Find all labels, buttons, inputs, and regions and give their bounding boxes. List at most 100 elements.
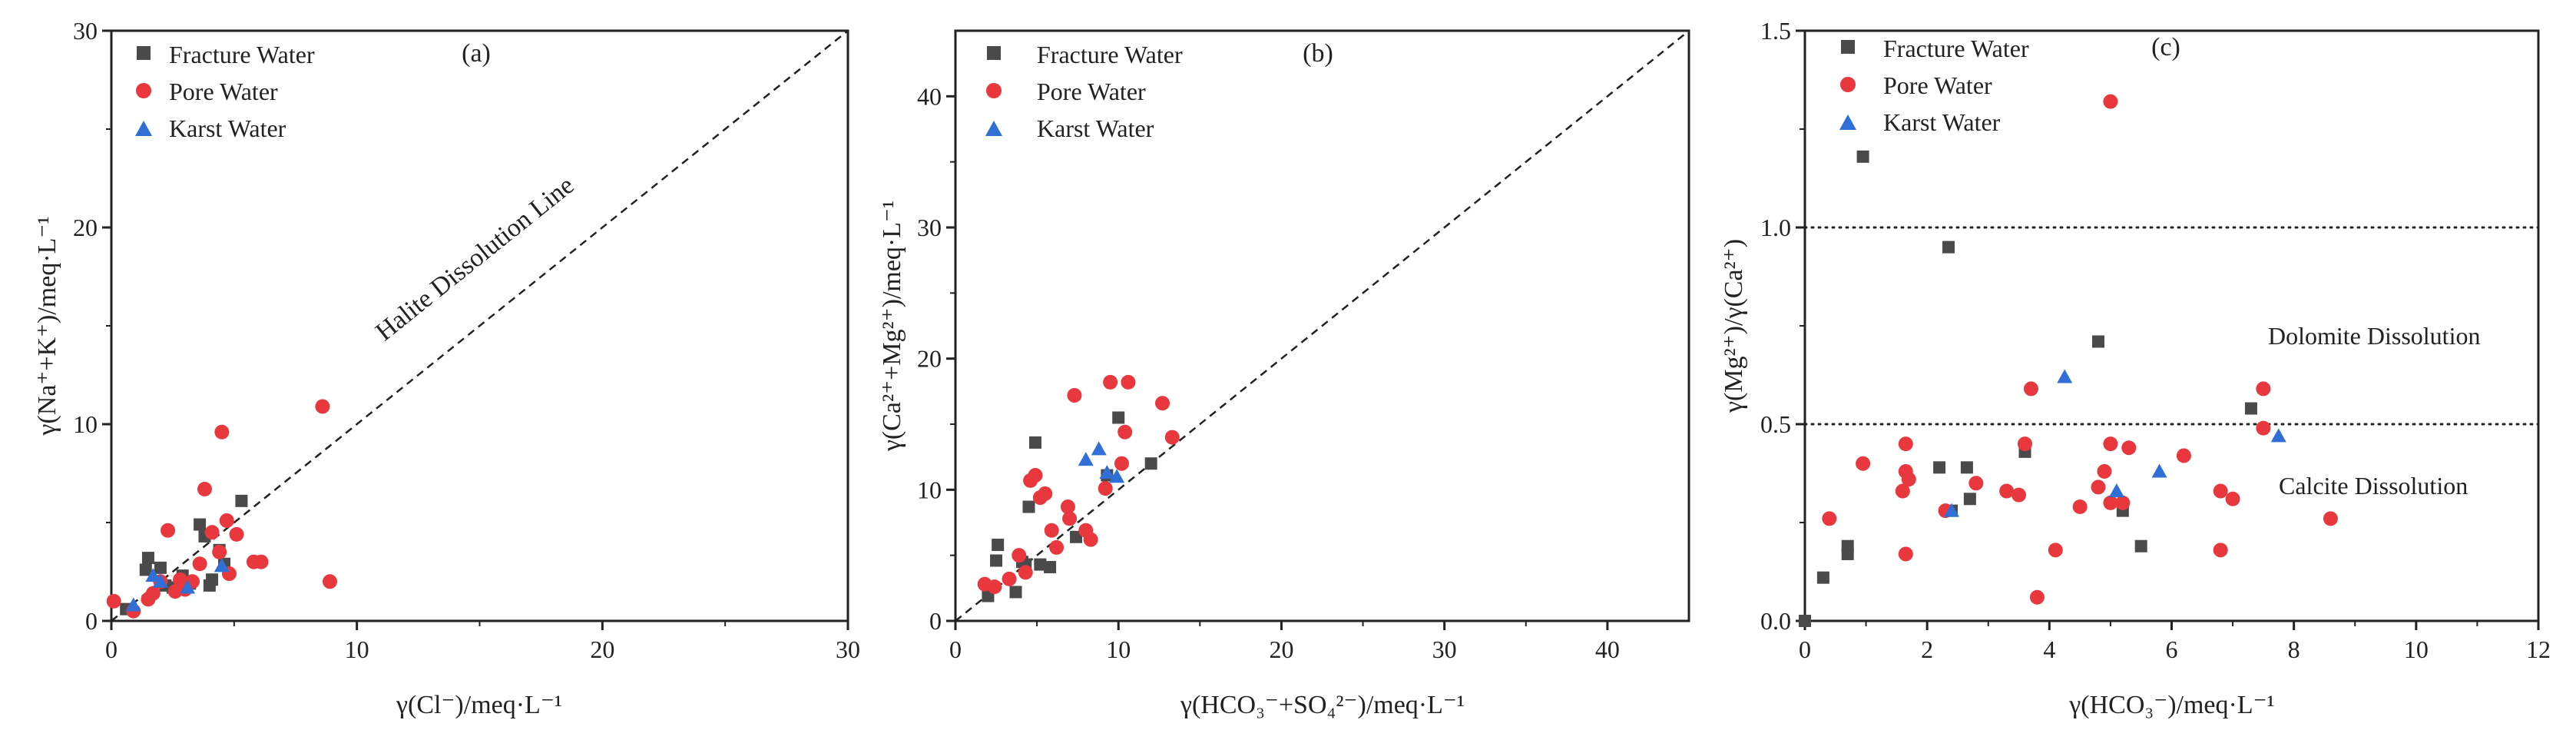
fracture-water-point xyxy=(1960,461,1973,474)
pore-water-point xyxy=(2256,381,2271,397)
karst-water-point xyxy=(1109,469,1125,483)
panel-a-reference-lines xyxy=(111,30,849,622)
pore-water-point xyxy=(1114,456,1129,471)
panel-c-label: (c) xyxy=(2151,33,2180,61)
pore-water-point xyxy=(2213,543,2228,558)
pore-water-point xyxy=(2115,495,2131,510)
pore-water-point xyxy=(2103,436,2118,452)
panel-b-reference-lines xyxy=(955,30,1690,622)
karst-water-point xyxy=(2057,369,2073,383)
panel-c: 0 2 4 6 8 10 12 0.0 0.5 1.0 1.5 Dolomite Dissoluti… xyxy=(1720,17,2551,719)
panel-b-y-axis-title: γ(Ca²⁺+Mg²⁺)/meq·L⁻¹ xyxy=(878,201,906,452)
karst-water-point xyxy=(1944,503,1959,517)
x-tick-label: 10 xyxy=(2404,636,2429,663)
pore-water-point xyxy=(2103,495,2118,510)
pore-water-point xyxy=(219,513,234,528)
pore-water-point xyxy=(204,525,220,540)
pore-water-point xyxy=(1121,374,1136,390)
y-tick-label: 1.0 xyxy=(1760,214,1791,241)
pore-water-point xyxy=(192,556,207,572)
pore-water-point xyxy=(2256,420,2271,436)
panel-a-diagonal-label: Halite Dissolution Line xyxy=(370,171,579,347)
legend-fracture-marker xyxy=(137,46,151,60)
panel-c-legend: Fracture Water Pore Water Karst Water xyxy=(1839,35,2029,136)
karst-water-point xyxy=(145,568,161,582)
pore-water-point xyxy=(2121,440,2137,456)
pore-water-point xyxy=(212,544,227,559)
panel-b-label: (b) xyxy=(1303,39,1333,68)
panel-a-x-axis-title: γ(Cl⁻)/meq·L⁻¹ xyxy=(396,691,562,719)
pore-water-point xyxy=(1898,546,1913,562)
y-tick-label: 10 xyxy=(917,476,942,503)
fracture-water-point xyxy=(1028,436,1041,449)
pore-water-point xyxy=(1901,472,1916,487)
fracture-water-point xyxy=(1841,539,1854,553)
y-tick-label: 10 xyxy=(73,410,98,438)
x-tick-label: 40 xyxy=(1595,636,1620,663)
pore-water-point xyxy=(1856,456,1871,471)
legend-fracture-marker xyxy=(1841,40,1855,54)
fracture-water-point xyxy=(141,552,154,565)
legend-fracture-label: Fracture Water xyxy=(1037,41,1183,68)
legend-pore-label: Pore Water xyxy=(1037,78,1146,105)
legend-karst-marker xyxy=(135,121,152,136)
fracture-water-point xyxy=(206,573,219,586)
fracture-water-point xyxy=(992,539,1005,552)
karst-water-point xyxy=(152,573,168,588)
pore-water-point xyxy=(1049,539,1065,555)
y-tick-label: 20 xyxy=(73,214,98,241)
legend-karst-marker xyxy=(1839,114,1856,130)
x-tick-label: 8 xyxy=(2288,636,2300,663)
fracture-water-point xyxy=(235,494,248,507)
x-tick-label: 6 xyxy=(2166,636,2178,663)
fracture-water-point xyxy=(139,563,152,576)
pore-water-point xyxy=(2011,487,2027,503)
y-tick-label: 0 xyxy=(929,607,942,635)
pore-water-point xyxy=(161,523,176,538)
y-tick-label: 1.5 xyxy=(1760,17,1791,45)
pore-water-point xyxy=(1012,548,1027,563)
pore-water-point xyxy=(1155,396,1170,411)
panel-b-points xyxy=(977,374,1180,602)
karst-water-point xyxy=(180,579,196,594)
fracture-water-point xyxy=(194,518,207,531)
pore-water-point xyxy=(1028,468,1043,483)
pore-water-point xyxy=(197,481,212,496)
panel-b: 0 10 20 30 40 0 10 20 30 40 (b) Fracture Water Po… xyxy=(878,29,1690,719)
panel-a-tick-labels: 0 10 20 30 0 10 20 30 xyxy=(73,17,860,663)
y-tick-label: 0 xyxy=(85,607,98,635)
pore-water-point xyxy=(987,579,1002,595)
pore-water-point xyxy=(1062,511,1078,526)
karst-water-point xyxy=(1078,452,1094,466)
panel-a-y-axis-title: γ(Na⁺+K⁺)/meq·L⁻¹ xyxy=(33,216,61,436)
fracture-water-point xyxy=(1933,461,1946,474)
y-tick-label: 0.0 xyxy=(1760,607,1791,635)
panel-c-ticks xyxy=(1796,29,2540,630)
panel-c-points xyxy=(1799,94,2338,627)
fracture-water-point xyxy=(1044,561,1057,574)
panel-c-x-axis-title: γ(HCO₃⁻)/meq·L⁻¹ xyxy=(2068,691,2274,719)
panel-c-y-axis-title: γ(Mg²⁺)/γ(Ca²⁺) xyxy=(1720,239,1748,413)
x-tick-label: 0 xyxy=(949,636,962,663)
y-tick-label: 30 xyxy=(73,17,98,45)
reference-line-0 xyxy=(955,30,1690,622)
y-tick-label: 30 xyxy=(917,214,942,241)
fracture-water-point xyxy=(1070,530,1083,543)
legend-fracture-label: Fracture Water xyxy=(169,41,315,68)
karst-water-point xyxy=(2151,463,2167,478)
pore-water-point xyxy=(2323,511,2338,526)
panel-c-region-dolomite: Dolomite Dissolution xyxy=(2268,322,2480,350)
legend-fracture-label: Fracture Water xyxy=(1883,35,2029,62)
x-tick-label: 20 xyxy=(590,636,614,663)
pore-water-point xyxy=(1067,387,1082,403)
pore-water-point xyxy=(1083,532,1098,547)
karst-water-point xyxy=(125,597,141,612)
pore-water-point xyxy=(2072,499,2088,515)
pore-water-point xyxy=(106,593,121,609)
fracture-water-point xyxy=(2092,335,2104,348)
fracture-water-point xyxy=(1144,457,1157,470)
pore-water-point xyxy=(2029,589,2045,605)
pore-water-point xyxy=(1103,374,1118,390)
legend-karst-marker xyxy=(985,121,1002,136)
pore-water-point xyxy=(2213,483,2228,499)
